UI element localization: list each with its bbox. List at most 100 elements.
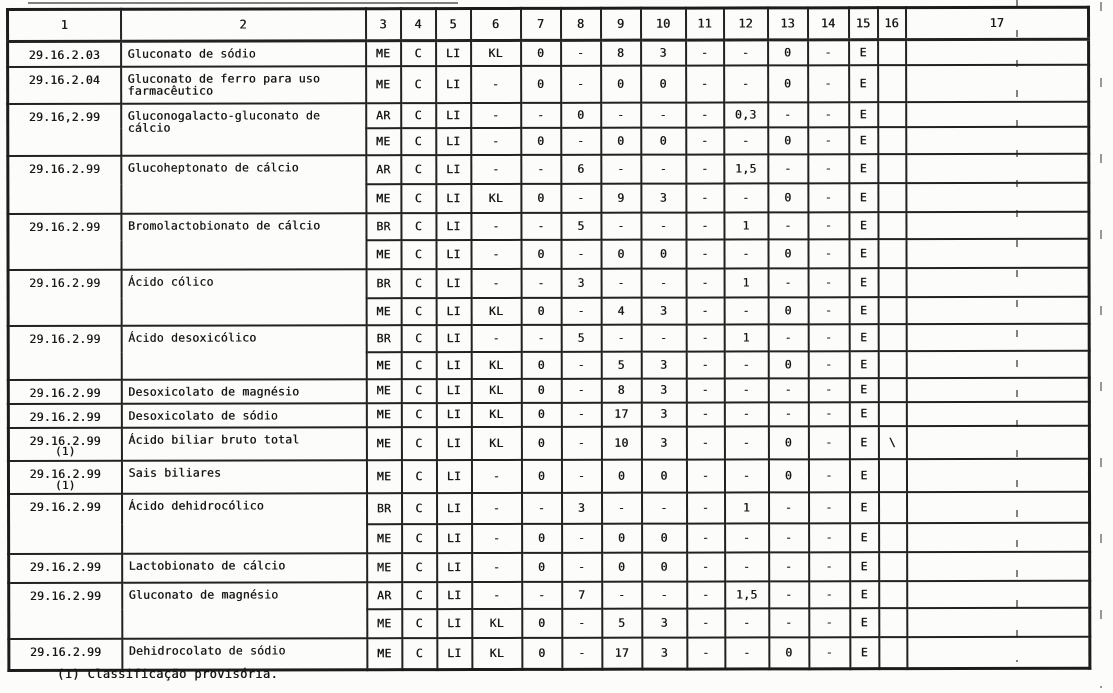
value-cell: - — [768, 608, 809, 638]
value-cell: 7 — [561, 581, 602, 609]
value-cell: LI — [436, 608, 472, 638]
value-cell — [905, 153, 1089, 183]
value-cell: - — [521, 324, 562, 352]
value-cell: - — [560, 183, 601, 213]
value-cell: - — [561, 459, 602, 493]
value-cell: 0 — [521, 552, 562, 582]
value-cell: E — [849, 296, 879, 324]
table-row: 29.16.2.99 Ácido desoxicólico BR C LI - -5- - -1… — [8, 323, 1090, 380]
name-cell: Ácido biliar bruto total — [121, 426, 367, 461]
code-text: 29.16.2.03 — [28, 47, 100, 62]
value-cell: E — [849, 581, 879, 609]
value-cell: - — [685, 39, 724, 66]
value-cell: E — [849, 458, 879, 493]
code-text: 29.16.2.99 — [29, 331, 101, 346]
code-cell: 29.16.2.99 — [8, 269, 122, 326]
value-cell: - — [724, 377, 769, 402]
table-row: 29.16.2.99 Gluconato de magnésio AR C LI - -7-… — [8, 580, 1090, 639]
value-cell — [906, 522, 1090, 552]
value-cell: C — [401, 324, 437, 352]
value-cell: 0 — [520, 65, 561, 103]
value-cell: AR — [366, 582, 402, 610]
value-cell: 3 — [640, 183, 686, 213]
name-cell: Ácido cólico — [121, 268, 367, 326]
value-cell: - — [640, 212, 686, 240]
value-cell: C — [401, 492, 437, 525]
name-cell: Gluconato de sódio — [120, 40, 366, 67]
value-cell — [877, 101, 906, 127]
value-cell: - — [601, 492, 642, 524]
value-cell: - — [600, 212, 641, 240]
value-cell: - — [685, 101, 724, 128]
value-cell: E — [849, 492, 879, 524]
value-cell: LI — [435, 239, 472, 269]
value-cell: C — [400, 183, 436, 213]
value-cell: 3 — [641, 351, 687, 379]
value-cell: - — [724, 425, 769, 460]
value-cell: 17 — [601, 402, 642, 427]
code-text: 29.16.2.99 — [29, 499, 101, 514]
value-cell: 4 — [601, 297, 642, 325]
value-cell: LI — [436, 552, 472, 582]
value-cell: ME — [366, 297, 402, 325]
value-cell: - — [561, 351, 602, 379]
value-cell: E — [849, 425, 879, 459]
code-cell: 29.16.2.99 — [8, 379, 122, 404]
value-cell: E — [849, 608, 879, 638]
value-cell: - — [601, 581, 642, 609]
value-cell: 0 — [767, 182, 808, 212]
value-cell — [905, 39, 1089, 65]
value-cell: \ — [878, 425, 907, 459]
value-cell — [877, 126, 906, 154]
value-cell: C — [400, 102, 436, 128]
value-cell: - — [601, 324, 642, 352]
value-cell: - — [641, 581, 687, 609]
value-cell: 8 — [601, 378, 642, 403]
value-cell — [905, 64, 1089, 102]
value-cell: 0 — [768, 459, 809, 493]
value-cell: 1,5 — [723, 153, 768, 183]
value-cell: 5 — [601, 351, 642, 379]
code-text: 29.16.2.99 — [29, 219, 101, 234]
value-cell: - — [561, 637, 602, 670]
value-cell: LI — [436, 637, 472, 670]
value-cell: - — [600, 102, 641, 128]
value-cell: - — [641, 492, 687, 524]
value-cell: - — [724, 552, 769, 582]
value-cell: 1 — [724, 492, 769, 524]
value-cell: E — [848, 182, 878, 212]
value-cell: LI — [436, 492, 472, 524]
value-cell — [906, 551, 1090, 581]
value-cell: 0 — [601, 552, 642, 582]
name-cell: Desoxicolato de sódio — [121, 402, 367, 428]
value-cell: C — [401, 297, 437, 325]
value-cell: - — [521, 581, 562, 609]
code-footnote-ref: (1) — [55, 478, 76, 492]
value-cell: - — [686, 267, 725, 298]
value-cell: - — [520, 212, 561, 240]
value-cell: ME — [366, 426, 402, 460]
value-cell: 0 — [641, 459, 687, 493]
value-cell: - — [471, 324, 522, 352]
value-cell: E — [848, 39, 878, 65]
table-header-cell: 4 — [400, 8, 436, 41]
value-cell: - — [561, 378, 602, 403]
value-cell: - — [471, 552, 522, 582]
value-cell — [906, 267, 1090, 297]
value-cell: - — [807, 101, 849, 127]
value-cell: - — [686, 377, 725, 403]
value-cell: 3 — [641, 402, 687, 427]
value-cell: - — [724, 637, 769, 670]
code-text: 29.16.2.99 — [28, 161, 101, 176]
value-cell: 0 — [521, 608, 562, 638]
value-cell: 0 — [601, 459, 642, 493]
value-cell: ME — [366, 609, 402, 639]
value-cell — [906, 323, 1090, 351]
value-cell: LI — [435, 154, 471, 184]
value-cell: LI — [436, 402, 472, 427]
value-cell: BR — [366, 268, 402, 298]
table-header-cell: 8 — [560, 8, 601, 41]
value-cell: - — [561, 552, 602, 582]
value-cell: - — [768, 492, 809, 524]
table-header-cell: 16 — [877, 7, 906, 40]
